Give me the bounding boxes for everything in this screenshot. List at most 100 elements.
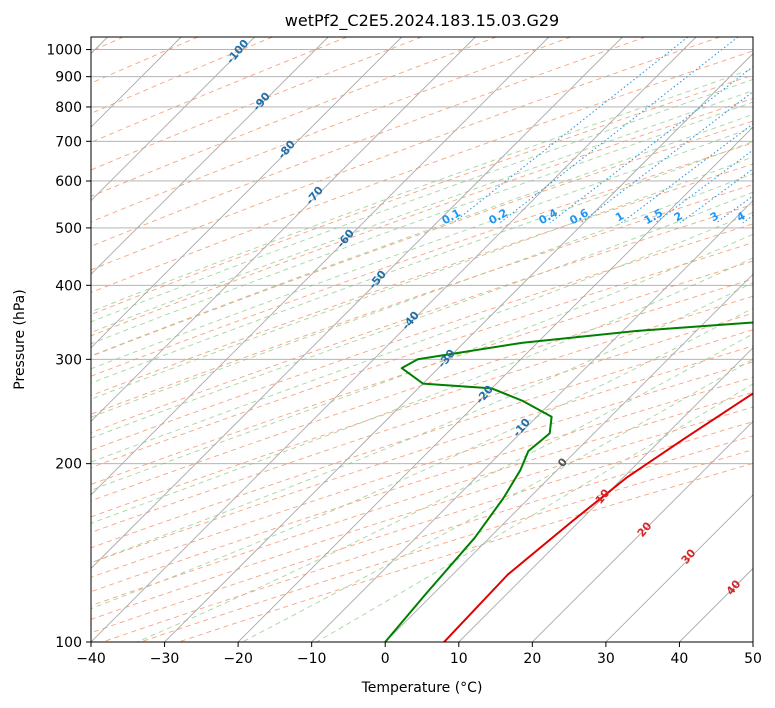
y-tick-label: 200: [55, 457, 82, 473]
x-tick-label: −30: [150, 651, 180, 667]
x-tick-label: −20: [223, 651, 253, 667]
isotherm-line: [91, 37, 550, 496]
moist-adiabat-line: [91, 113, 753, 357]
dry-adiabat-label: -70: [303, 184, 326, 208]
dry-adiabat-line: [91, 74, 753, 315]
dry-adiabat-label: -30: [435, 347, 458, 371]
x-tick-label: −10: [297, 651, 327, 667]
dry-adiabat-line: [91, 278, 753, 502]
mixing-ratio-line: [654, 149, 753, 224]
dry-adiabat-label: -90: [250, 90, 273, 114]
x-tick-label: −40: [76, 651, 106, 667]
dry-adiabat-line: [91, 120, 753, 357]
isotherm-line: [91, 37, 623, 570]
mixing-ratio-line: [742, 214, 753, 224]
x-tick-label: 40: [671, 651, 689, 667]
moist-adiabat-line: [316, 383, 753, 642]
mixing-ratio-label: 4: [735, 209, 748, 224]
y-tick-label: 600: [55, 174, 82, 190]
dry-adiabat-line: [91, 203, 753, 434]
isotherm-line: [752, 641, 753, 642]
isotherm-line: [605, 494, 753, 642]
mixing-ratio-label: 1.5: [642, 206, 665, 227]
x-axis: −40 −30 −20 −10 0 10 20 30 40 50: [76, 642, 762, 667]
dry-adiabat-line: [91, 37, 273, 114]
moist-adiabat-line: [91, 140, 753, 384]
mixing-ratio-label: 3: [708, 209, 721, 224]
y-tick-label: 300: [55, 352, 82, 368]
plot-area: 0.10.20.40.611.52346810131620253036-100-…: [91, 37, 753, 642]
mixing-ratio-label: 0.6: [567, 206, 591, 227]
dewpoint-profile: [384, 321, 753, 642]
x-axis-title: Temperature (°C): [361, 680, 483, 696]
dry-adiabat-line: [91, 37, 422, 171]
isotherm-line: [91, 37, 697, 642]
moist-adiabat-line: [91, 78, 753, 323]
dry-adiabat-line: [91, 37, 348, 143]
dry-adiabat-line: [91, 37, 497, 197]
dry-adiabat-line: [91, 223, 753, 451]
moist-adiabats: [91, 68, 753, 642]
dry-adiabat-line: [91, 260, 753, 485]
y-tick-label: 1000: [46, 43, 82, 59]
isotherm-line: [164, 52, 753, 642]
isobars: [91, 49, 753, 642]
dry-adiabat-line: [91, 163, 753, 397]
isotherm-line: [91, 37, 403, 349]
dry-adiabat-label: -100: [224, 37, 252, 67]
mixing-ratio-lines: [452, 37, 753, 224]
dry-adiabat-line: [91, 329, 753, 549]
mixing-ratio-line: [580, 90, 753, 224]
dry-adiabat-label: 30: [679, 546, 699, 566]
isotherm-line: [237, 126, 753, 642]
moist-adiabat-line: [91, 211, 753, 463]
dry-adiabat-line: [91, 376, 753, 593]
y-tick-label: 800: [55, 100, 82, 116]
dry-adiabat-line: [91, 50, 753, 294]
isotherm-line: [91, 37, 476, 422]
dry-adiabat-label: -60: [334, 227, 357, 251]
x-tick-label: 50: [744, 651, 762, 667]
chart-title: wetPf2_C2E5.2024.183.15.03.G29: [285, 11, 559, 31]
dry-adiabat-line: [91, 345, 753, 564]
isopleth-labels: 0.10.20.40.611.52346810131620253036-100-…: [224, 37, 748, 598]
dry-adiabat-line: [91, 391, 753, 607]
moist-adiabat-line: [91, 126, 753, 370]
mixing-ratio-line: [621, 123, 753, 224]
isotherm-line: [91, 37, 255, 202]
y-tick-label: 900: [55, 70, 82, 86]
y-tick-label: 100: [55, 635, 82, 651]
x-tick-label: 0: [381, 651, 390, 667]
dry-adiabats: [91, 37, 753, 642]
dry-adiabat-line: [91, 312, 753, 533]
y-axis: 100 200 300 400 500 600 700 800 900 1000: [46, 43, 91, 651]
moist-adiabat-line: [91, 173, 753, 418]
dry-adiabat-label: -10: [510, 416, 533, 440]
dry-adiabat-line: [91, 242, 753, 469]
x-tick-label: 30: [597, 651, 615, 667]
dry-adiabat-line: [91, 97, 753, 337]
dry-adiabat-label: -40: [399, 309, 422, 333]
isotherm-line: [91, 37, 329, 275]
moist-adiabat-line: [91, 307, 753, 610]
dry-adiabat-line: [91, 295, 753, 518]
mixing-ratio-line: [679, 168, 753, 224]
isotherms: [91, 37, 753, 642]
temperature-profile: [443, 392, 753, 642]
moist-adiabat-line: [91, 257, 753, 524]
moist-adiabat-line: [136, 333, 753, 642]
moist-adiabat-line: [91, 101, 753, 345]
dry-adiabat-line: [91, 184, 753, 415]
moist-adiabat-line: [91, 191, 753, 439]
moist-adiabat-line: [91, 90, 753, 333]
mixing-ratio-line: [499, 37, 739, 224]
isotherm-line: [532, 420, 753, 642]
y-axis-title: Pressure (hPa): [12, 289, 28, 389]
plot-frame: [90, 36, 754, 643]
profiles: [384, 321, 753, 642]
y-tick-label: 700: [55, 134, 82, 150]
mixing-ratio-line: [549, 66, 753, 224]
y-tick-label: 400: [55, 278, 82, 294]
dry-adiabat-line: [91, 37, 572, 223]
